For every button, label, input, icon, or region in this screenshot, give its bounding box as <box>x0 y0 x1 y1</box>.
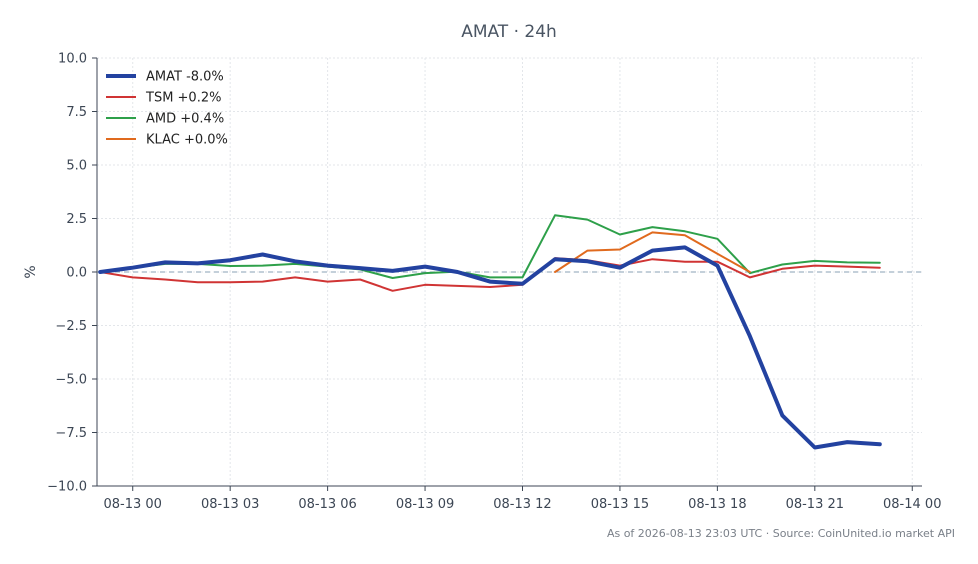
series-line <box>99 214 881 279</box>
legend-label: KLAC +0.0% <box>146 133 228 148</box>
x-tick-label: 08-13 15 <box>591 497 649 512</box>
x-tick-label: 08-13 03 <box>201 497 259 512</box>
grid-lines <box>97 57 922 487</box>
y-tick-label: 10.0 <box>58 52 87 67</box>
series-line <box>99 257 881 292</box>
x-tick-label: 08-14 00 <box>883 497 941 512</box>
legend-label: TSM +0.2% <box>145 91 221 106</box>
series-line <box>554 231 751 273</box>
source-footnote: As of 2026-08-13 23:03 UTC · Source: Coi… <box>607 527 955 540</box>
y-tick-label: −5.0 <box>55 373 87 388</box>
y-tick-label: −10.0 <box>47 480 87 495</box>
y-tick-label: 5.0 <box>66 159 87 174</box>
y-tick-label: 0.0 <box>66 266 87 281</box>
chart-title: AMAT · 24h <box>461 22 557 42</box>
legend: AMAT -8.0% TSM +0.2% AMD +0.4% KLAC +0.0% <box>106 70 228 148</box>
x-tick-label: 08-13 09 <box>396 497 454 512</box>
x-ticks: 08-13 00 08-13 03 08-13 06 08-13 09 08-13 12… <box>104 486 941 512</box>
legend-label: AMD +0.4% <box>146 112 224 127</box>
y-tick-label: 7.5 <box>66 105 87 120</box>
series-layer <box>98 214 882 450</box>
y-ticks: −10.0 −7.5 −5.0 −2.5 0.0 2.5 5.0 7.5 10.0 <box>47 52 97 495</box>
y-tick-label: 2.5 <box>66 212 87 227</box>
x-tick-label: 08-13 21 <box>786 497 844 512</box>
series-line <box>98 245 882 450</box>
x-tick-label: 08-13 12 <box>493 497 551 512</box>
y-tick-label: −7.5 <box>55 426 87 441</box>
x-tick-label: 08-13 06 <box>298 497 356 512</box>
x-tick-label: 08-13 18 <box>688 497 746 512</box>
x-tick-label: 08-13 00 <box>104 497 162 512</box>
legend-label: AMAT -8.0% <box>146 70 224 85</box>
y-tick-label: −2.5 <box>55 319 87 334</box>
y-axis-label: % <box>23 265 39 278</box>
